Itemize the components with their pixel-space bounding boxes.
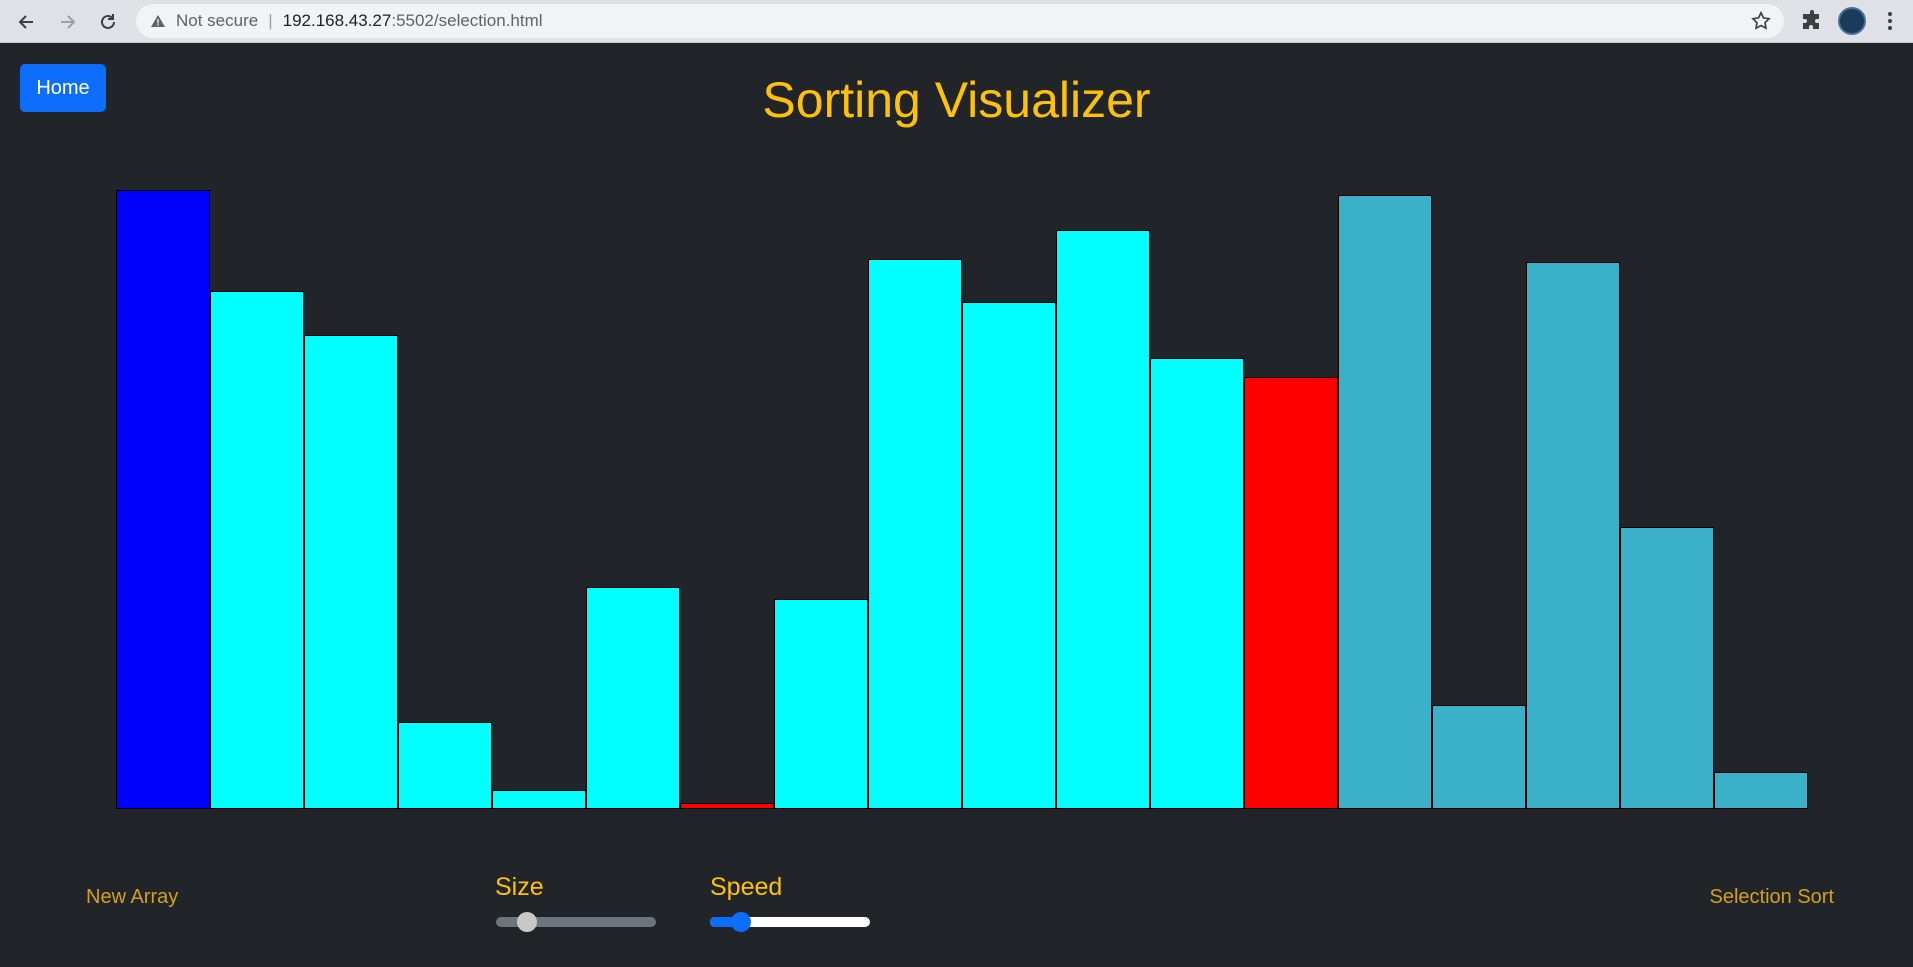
array-bar [586, 587, 680, 809]
more-menu-icon[interactable] [1882, 9, 1898, 33]
url-path: :5502/selection.html [391, 11, 543, 30]
speed-slider-thumb[interactable] [731, 912, 751, 932]
array-bar [1338, 195, 1432, 809]
home-button[interactable]: Home [20, 64, 106, 112]
bookmark-star-icon[interactable] [1750, 10, 1772, 32]
profile-avatar[interactable] [1838, 7, 1866, 35]
array-bar [1432, 705, 1526, 809]
size-slider[interactable] [496, 912, 656, 932]
size-label: Size [495, 873, 544, 901]
array-bar [868, 259, 962, 809]
url-host: 192.168.43.27 [282, 11, 392, 30]
page-title: Sorting Visualizer [762, 72, 1151, 128]
array-bar [304, 335, 398, 809]
array-bar [492, 790, 586, 809]
extensions-puzzle-icon[interactable] [1800, 9, 1824, 33]
array-bar [1150, 358, 1244, 809]
forward-arrow-icon[interactable] [54, 8, 82, 36]
size-slider-thumb[interactable] [517, 912, 537, 932]
array-bar [398, 722, 492, 809]
warning-icon [151, 15, 165, 27]
speed-slider-fill [710, 917, 741, 927]
array-bar [1244, 377, 1338, 809]
array-bar [1056, 230, 1150, 809]
bar-chart [116, 43, 1808, 809]
array-bar [774, 599, 868, 809]
array-bar [962, 302, 1056, 809]
array-bar [1714, 772, 1808, 809]
array-bar [1620, 527, 1714, 809]
array-bar [680, 803, 774, 809]
array-bar [210, 291, 304, 809]
browser-toolbar: Not secure | 192.168.43.27:5502/selectio… [0, 0, 1913, 43]
back-arrow-icon[interactable] [12, 8, 40, 36]
array-bar [1526, 262, 1620, 809]
security-status[interactable]: Not secure [176, 11, 259, 30]
address-bar[interactable]: Not secure | 192.168.43.27:5502/selectio… [136, 4, 1784, 38]
url-separator: | [268, 11, 273, 30]
selection-sort-button[interactable]: Selection Sort [1709, 886, 1834, 908]
speed-slider[interactable] [710, 912, 870, 932]
visualizer-page: Home Sorting Visualizer New Array Size S… [0, 43, 1913, 967]
reload-icon[interactable] [94, 8, 122, 36]
array-bar [116, 190, 210, 809]
new-array-button[interactable]: New Array [86, 886, 179, 908]
speed-label: Speed [710, 873, 783, 901]
